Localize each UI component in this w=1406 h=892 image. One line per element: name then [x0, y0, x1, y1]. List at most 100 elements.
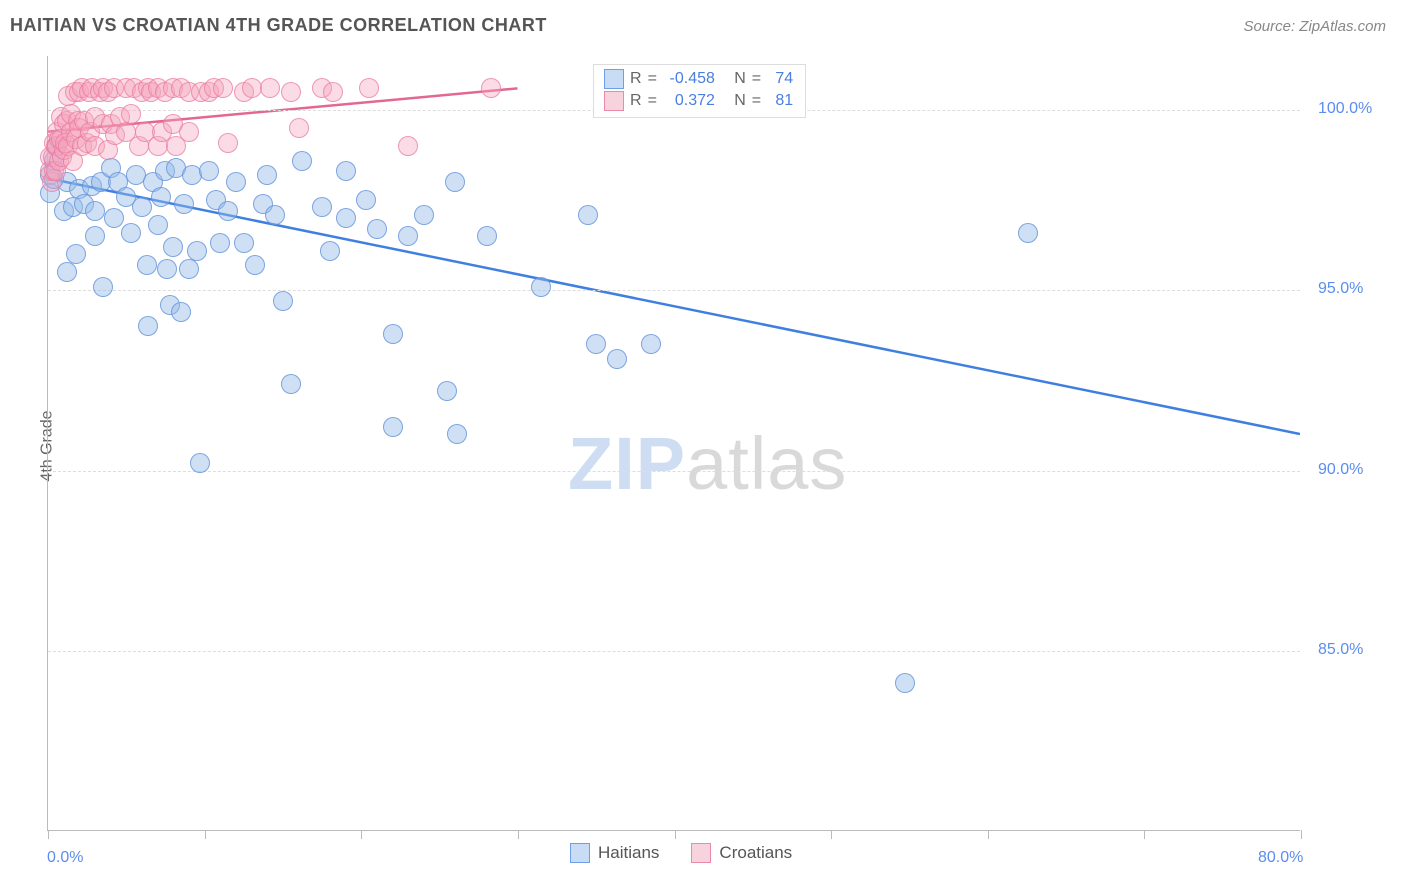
legend-eq: = [752, 70, 761, 88]
legend-item-croatians: Croatians [691, 843, 792, 863]
scatter-point-croatians [481, 78, 501, 98]
x-tick [48, 830, 49, 839]
legend-n-value-haitians: 74 [767, 70, 793, 88]
watermark-atlas: atlas [686, 422, 847, 505]
scatter-point-haitians [1018, 223, 1038, 243]
legend-r-label: R [630, 92, 642, 110]
scatter-point-haitians [137, 255, 157, 275]
legend-r-value-haitians: -0.458 [663, 70, 715, 88]
x-tick-label: 80.0% [1258, 849, 1303, 867]
scatter-point-croatians [398, 136, 418, 156]
scatter-point-haitians [157, 259, 177, 279]
scatter-point-haitians [210, 233, 230, 253]
scatter-point-haitians [445, 172, 465, 192]
scatter-point-haitians [226, 172, 246, 192]
scatter-point-haitians [187, 241, 207, 261]
x-tick [205, 830, 206, 839]
legend-swatch-haitians [604, 69, 624, 89]
scatter-point-haitians [447, 424, 467, 444]
scatter-point-haitians [292, 151, 312, 171]
legend-r-label: R [630, 70, 642, 88]
scatter-point-croatians [242, 78, 262, 98]
scatter-point-haitians [57, 262, 77, 282]
gridline-h [48, 651, 1300, 652]
scatter-point-haitians [477, 226, 497, 246]
scatter-point-haitians [218, 201, 238, 221]
legend-swatch-croatians [604, 91, 624, 111]
legend-swatch-haitians [570, 843, 590, 863]
scatter-point-haitians [437, 381, 457, 401]
scatter-point-haitians [190, 453, 210, 473]
y-tick-label: 90.0% [1318, 461, 1363, 479]
scatter-point-haitians [85, 226, 105, 246]
scatter-point-croatians [289, 118, 309, 138]
x-tick [1301, 830, 1302, 839]
scatter-point-haitians [586, 334, 606, 354]
scatter-point-haitians [66, 244, 86, 264]
scatter-point-haitians [383, 417, 403, 437]
scatter-point-croatians [260, 78, 280, 98]
plot-area: ZIPatlas [47, 56, 1300, 831]
legend-r-value-croatians: 0.372 [663, 92, 715, 110]
legend-n-label: N [721, 92, 746, 110]
scatter-point-haitians [356, 190, 376, 210]
scatter-point-croatians [213, 78, 233, 98]
y-tick-label: 95.0% [1318, 280, 1363, 298]
scatter-point-haitians [336, 208, 356, 228]
scatter-point-haitians [265, 205, 285, 225]
scatter-point-haitians [578, 205, 598, 225]
scatter-point-haitians [199, 161, 219, 181]
scatter-point-haitians [273, 291, 293, 311]
scatter-point-haitians [312, 197, 332, 217]
legend-label-croatians: Croatians [719, 843, 792, 863]
scatter-point-haitians [234, 233, 254, 253]
watermark-zip: ZIP [568, 422, 686, 505]
legend-n-label: N [721, 70, 746, 88]
legend-label-haitians: Haitians [598, 843, 659, 863]
gridline-h [48, 471, 1300, 472]
scatter-point-haitians [121, 223, 141, 243]
scatter-point-haitians [151, 187, 171, 207]
scatter-point-haitians [257, 165, 277, 185]
scatter-point-haitians [641, 334, 661, 354]
scatter-point-croatians [281, 82, 301, 102]
chart-container: HAITIAN VS CROATIAN 4TH GRADE CORRELATIO… [0, 0, 1406, 892]
series-legend: Haitians Croatians [570, 843, 792, 863]
x-tick [361, 830, 362, 839]
scatter-point-haitians [85, 201, 105, 221]
correlation-legend: R=-0.458 N=74R=0.372 N=81 [593, 64, 806, 118]
gridline-h [48, 290, 1300, 291]
scatter-point-haitians [174, 194, 194, 214]
x-tick [675, 830, 676, 839]
scatter-point-haitians [383, 324, 403, 344]
legend-item-haitians: Haitians [570, 843, 659, 863]
scatter-point-haitians [93, 277, 113, 297]
legend-eq: = [648, 70, 657, 88]
scatter-point-haitians [179, 259, 199, 279]
x-tick [518, 830, 519, 839]
legend-eq: = [752, 92, 761, 110]
x-tick-label: 0.0% [47, 849, 83, 867]
scatter-point-haitians [398, 226, 418, 246]
scatter-point-croatians [121, 104, 141, 124]
watermark: ZIPatlas [568, 421, 847, 506]
y-tick-label: 85.0% [1318, 641, 1363, 659]
source-attribution: Source: ZipAtlas.com [1243, 18, 1386, 35]
x-tick [831, 830, 832, 839]
legend-eq: = [648, 92, 657, 110]
scatter-point-haitians [367, 219, 387, 239]
scatter-point-haitians [163, 237, 183, 257]
scatter-point-croatians [359, 78, 379, 98]
scatter-point-haitians [104, 208, 124, 228]
scatter-point-croatians [323, 82, 343, 102]
scatter-point-haitians [895, 673, 915, 693]
scatter-point-haitians [531, 277, 551, 297]
y-tick-label: 100.0% [1318, 100, 1372, 118]
x-tick [1144, 830, 1145, 839]
scatter-point-haitians [245, 255, 265, 275]
scatter-point-haitians [336, 161, 356, 181]
scatter-point-haitians [171, 302, 191, 322]
scatter-point-croatians [218, 133, 238, 153]
scatter-point-haitians [607, 349, 627, 369]
scatter-point-haitians [138, 316, 158, 336]
